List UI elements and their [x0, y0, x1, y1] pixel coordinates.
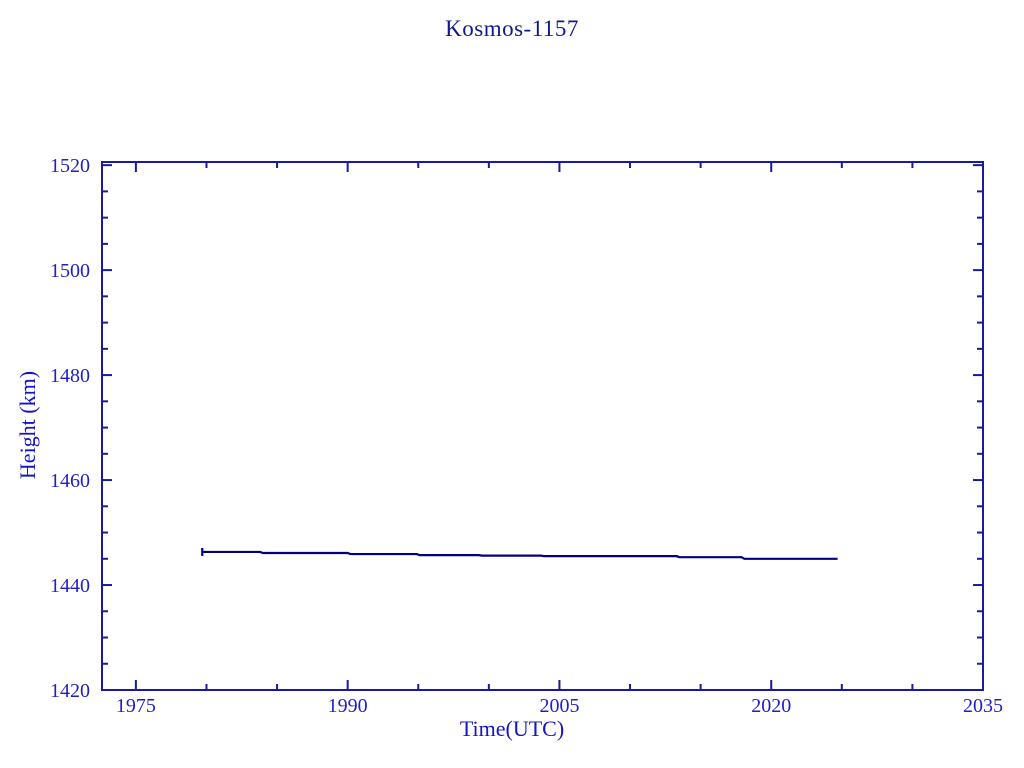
y-tick-labels: 1420 1440 1460 1480 1500 1520 — [50, 155, 90, 702]
x-tick-label: 2020 — [751, 695, 791, 717]
x-axis-label: Time(UTC) — [459, 716, 565, 741]
x-axis-ticks — [134, 162, 984, 690]
x-tick-label: 1975 — [116, 695, 156, 717]
y-tick-label: 1500 — [50, 260, 90, 282]
data-line — [202, 550, 838, 560]
x-tick-label: 2035 — [963, 695, 1003, 717]
x-tick-label: 2005 — [539, 695, 579, 717]
y-tick-label: 1480 — [50, 365, 90, 387]
x-tick-label: 1990 — [328, 695, 368, 717]
y-tick-label: 1420 — [50, 680, 90, 702]
axis-frame — [101, 161, 984, 691]
y-axis-ticks — [102, 164, 983, 691]
data-series-group — [201, 547, 838, 560]
x-tick-labels: 1975 1990 2005 2020 2035 — [116, 695, 1003, 717]
chart-title: Kosmos-1157 — [445, 16, 579, 41]
y-tick-label: 1520 — [50, 155, 90, 177]
y-tick-label: 1460 — [50, 470, 90, 492]
y-tick-label: 1440 — [50, 575, 90, 597]
